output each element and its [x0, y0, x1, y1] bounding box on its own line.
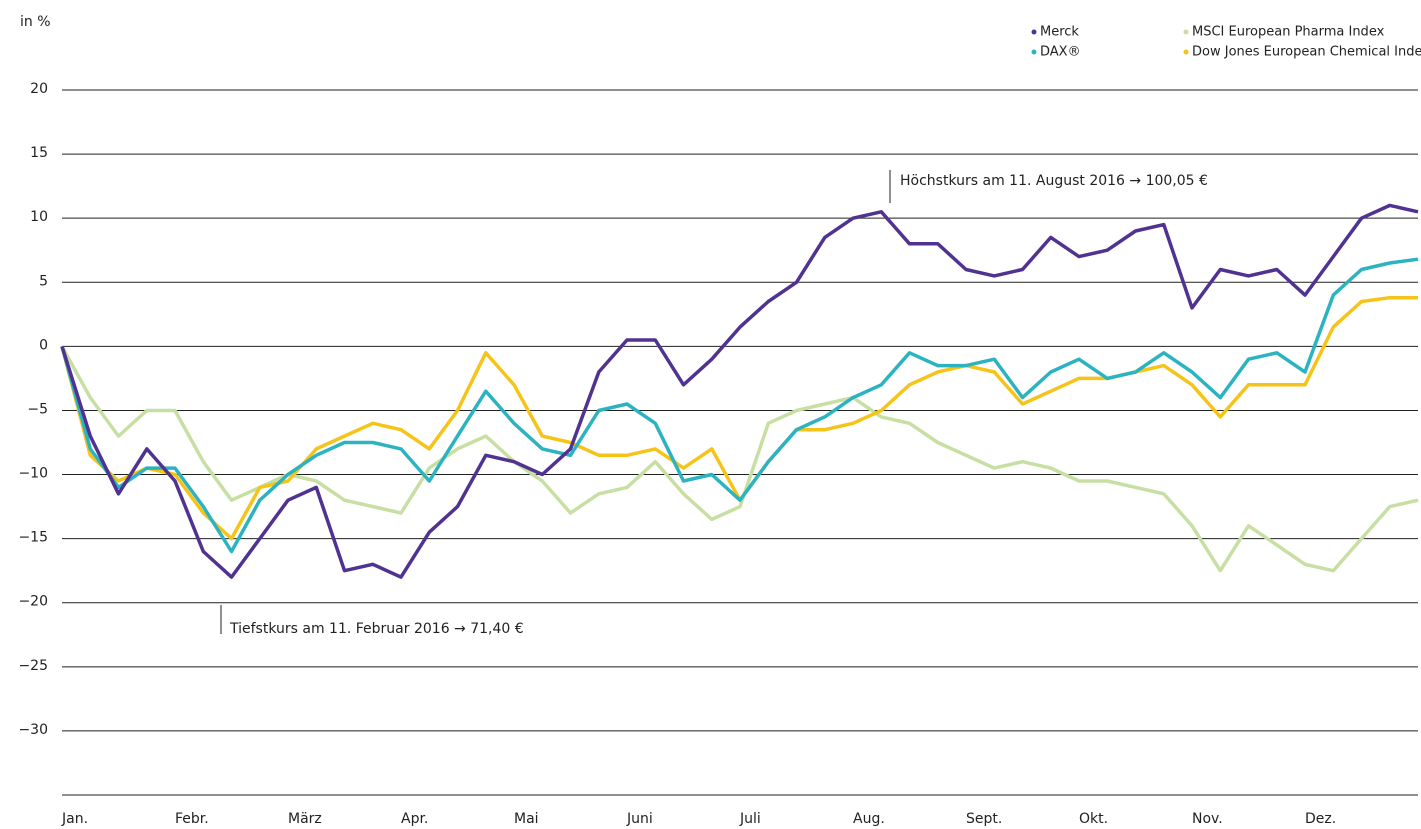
legend-label: MSCI European Pharma Index — [1192, 25, 1385, 40]
y-tick-label: −25 — [18, 658, 48, 674]
x-tick-label: Jan. — [61, 811, 88, 827]
series-line — [60, 345, 1419, 573]
y-axis-label: in % — [20, 14, 51, 30]
y-tick-label: −10 — [18, 466, 48, 482]
x-tick-label: Dez. — [1305, 811, 1336, 827]
y-tick-label: 10 — [30, 209, 48, 225]
annotation: Tiefstkurs am 11. Februar 2016 → 71,40 € — [229, 621, 524, 637]
y-tick-label: 5 — [39, 273, 48, 289]
x-tick-label: Juli — [739, 811, 761, 827]
y-tick-label: −20 — [18, 594, 48, 610]
x-tick-label: März — [288, 811, 322, 827]
x-tick-label: Apr. — [401, 811, 428, 827]
y-tick-label: 20 — [30, 81, 48, 97]
y-tick-label: −5 — [27, 401, 48, 417]
legend-marker — [1031, 49, 1037, 55]
y-tick-label: 0 — [39, 337, 48, 353]
annotation: Höchstkurs am 11. August 2016 → 100,05 € — [900, 173, 1208, 189]
series-line — [60, 203, 1419, 579]
legend-label: DAX® — [1040, 45, 1081, 60]
x-tick-label: Febr. — [175, 811, 209, 827]
x-tick-label: Mai — [514, 811, 539, 827]
y-tick-label: −30 — [18, 722, 48, 738]
legend-marker — [1183, 49, 1189, 55]
x-tick-label: Sept. — [966, 811, 1002, 827]
legend-marker — [1183, 29, 1189, 35]
y-tick-label: −15 — [18, 530, 48, 546]
x-tick-label: Aug. — [853, 811, 885, 827]
y-tick-label: 15 — [30, 145, 48, 161]
legend-label: Merck — [1040, 25, 1079, 40]
x-tick-label: Okt. — [1079, 811, 1108, 827]
x-tick-label: Nov. — [1192, 811, 1223, 827]
x-tick-label: Juni — [626, 811, 653, 827]
legend-label: Dow Jones European Chemical Index — [1192, 45, 1421, 60]
series-line — [60, 257, 1419, 554]
legend-marker — [1031, 29, 1037, 35]
